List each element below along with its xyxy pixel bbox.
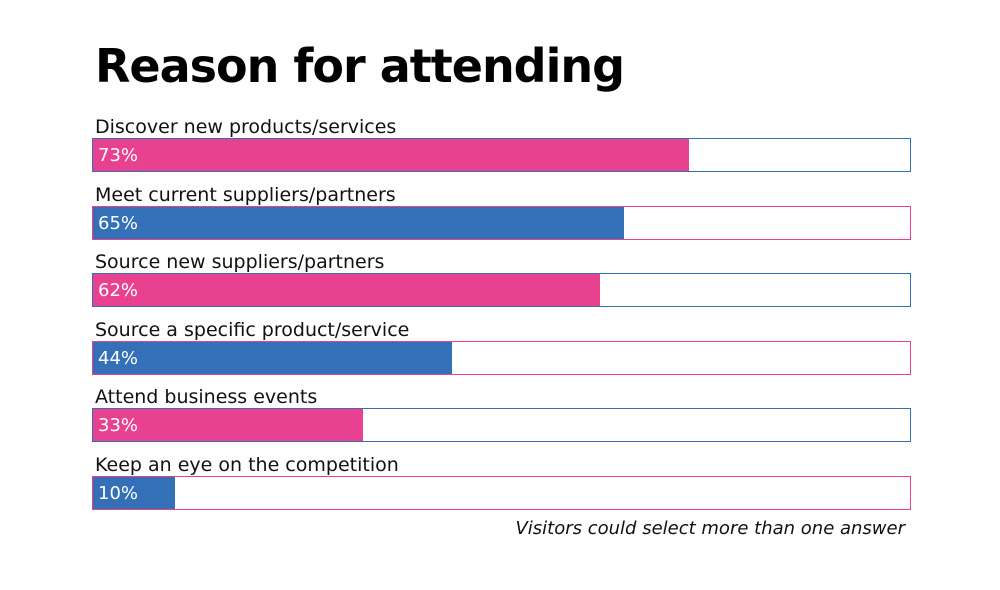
category-label: Meet current suppliers/partners [95,183,396,206]
bar-track: 62% [92,273,911,308]
bar [93,274,600,307]
category-label: Discover new products/services [95,116,397,138]
data-label: 44% [98,347,139,369]
data-label: 33% [98,415,139,437]
bar [93,206,625,239]
category-label: Source a specific product/service [95,318,410,341]
bar-track: 65% [92,205,911,240]
chart-note: Visitors could select more than one answ… [515,518,905,539]
bar-track: 73% [92,138,911,172]
chart-title: Reason for attending [95,39,625,93]
bar [93,477,175,509]
category-label: Attend business events [95,386,318,409]
bar [93,341,453,374]
data-label: 73% [98,145,139,166]
data-label: 65% [98,212,139,234]
data-label: 62% [98,280,139,302]
bar-track: 33% [92,408,911,443]
category-label: Source new suppliers/partners [95,251,385,274]
data-label: 10% [98,483,139,504]
bar-track: 10% [92,476,911,510]
bar-track: 44% [92,340,911,375]
bar [93,139,690,171]
category-label: Keep an eye on the competition [95,454,399,476]
bar [93,409,363,442]
